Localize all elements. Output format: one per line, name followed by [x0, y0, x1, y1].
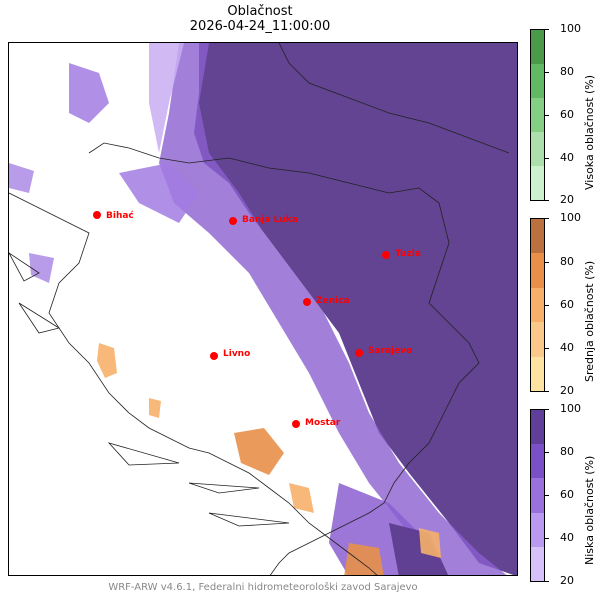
country-border — [88, 142, 480, 575]
svg-text:Sarajevo: Sarajevo — [368, 346, 412, 356]
chart-title: Oblačnost — [227, 4, 293, 19]
city-zenica: Zenica — [303, 296, 350, 306]
mid-cloud-patch-4 — [289, 483, 314, 513]
city-livno: Livno — [210, 349, 250, 360]
mid-cloud-patch-3 — [234, 428, 284, 475]
high-tick-60: 60 — [560, 108, 574, 121]
mid-tick-80: 80 — [560, 255, 574, 268]
svg-text:Banja Luka: Banja Luka — [242, 215, 298, 225]
country-border-north — [278, 43, 510, 154]
mid-cloud-patch-5 — [344, 543, 384, 575]
mid-tick-60: 60 — [560, 298, 574, 311]
low-tick-40: 40 — [560, 531, 574, 544]
low-cloud-fringe — [159, 43, 507, 575]
coastline — [9, 192, 378, 575]
mid-colorbar-label: Srednja oblačnost (%) — [583, 260, 596, 382]
low-cloud-patch-west — [119, 163, 199, 223]
city-sarajevo: Sarajevo — [355, 346, 412, 357]
mid-tick-100: 100 — [560, 211, 581, 224]
svg-text:Zenica: Zenica — [316, 296, 350, 306]
footer-credit: WRF-ARW v4.6.1, Federalni hidrometeorolo… — [108, 582, 418, 593]
high-tick-20: 20 — [560, 193, 574, 206]
colorbar-low — [530, 409, 545, 582]
chart-timestamp: 2026-04-24_11:00:00 — [189, 19, 331, 34]
high-tick-100: 100 — [560, 22, 581, 35]
low-cloud-patch-north — [69, 63, 109, 123]
mid-tick-20: 20 — [560, 384, 574, 397]
high-tick-40: 40 — [560, 151, 574, 164]
island-3 — [107, 442, 180, 466]
svg-text:Livno: Livno — [223, 349, 250, 359]
mid-tick-40: 40 — [560, 341, 574, 354]
svg-text:Tuzla: Tuzla — [395, 249, 421, 259]
island-5 — [208, 512, 290, 527]
map-canvas: Bihać Banja Luka Tuzla Zenica Livno Sara… — [9, 43, 517, 575]
colorbar-high — [530, 29, 545, 201]
map-panel: Bihać Banja Luka Tuzla Zenica Livno Sara… — [8, 42, 518, 576]
low-tick-100: 100 — [560, 402, 581, 415]
high-tick-80: 80 — [560, 65, 574, 78]
low-colorbar-label: Niska oblačnost (%) — [583, 455, 596, 565]
low-tick-20: 20 — [560, 574, 574, 587]
city-mostar: Mostar — [292, 418, 341, 428]
island-2 — [18, 302, 61, 334]
city-bihac: Bihać — [93, 210, 134, 221]
colorbar-mid — [530, 218, 545, 392]
low-tick-80: 80 — [560, 445, 574, 458]
low-cloud-light — [149, 43, 184, 153]
low-cloud-mass — [194, 43, 517, 575]
low-cloud-patch-sw — [29, 253, 54, 283]
svg-text:Mostar: Mostar — [305, 418, 341, 428]
low-tick-60: 60 — [560, 488, 574, 501]
mid-cloud-patch-2 — [149, 398, 161, 418]
low-cloud-south-dark — [389, 523, 449, 575]
mid-cloud-patch-1 — [97, 343, 117, 378]
high-colorbar-label: Visoka oblačnost (%) — [583, 74, 596, 190]
city-tuzla: Tuzla — [382, 249, 421, 259]
mid-cloud-patch-6 — [419, 528, 441, 558]
low-cloud-patch-nw — [9, 163, 34, 193]
island-1 — [9, 252, 40, 282]
island-4 — [188, 482, 260, 494]
city-banja-luka: Banja Luka — [229, 215, 298, 225]
svg-text:Bihać: Bihać — [106, 210, 134, 221]
